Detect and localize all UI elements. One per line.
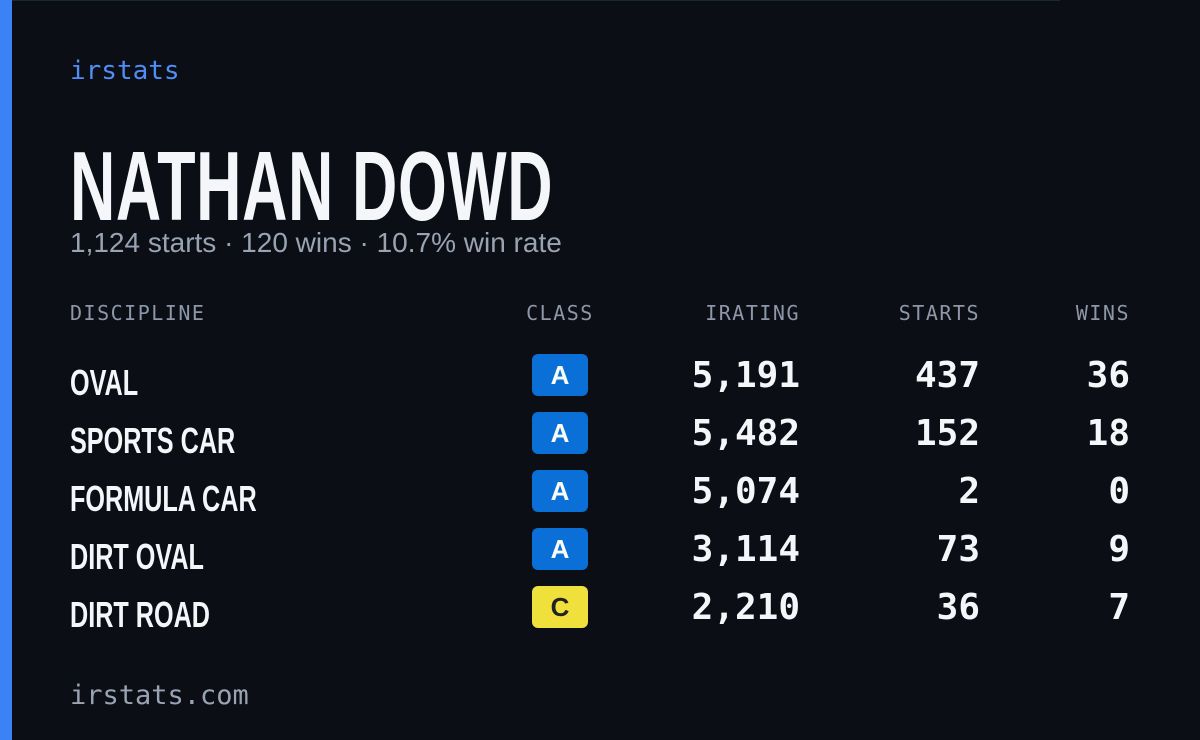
discipline: FORMULA CAR [70,478,257,519]
stat-value: 9 [1108,529,1130,570]
discipline: OVAL [70,362,139,403]
discipline: DIRT ROAD [70,594,210,635]
column-header: STARTS [898,301,980,325]
stat-value: 5,074 [691,471,800,512]
column-header: IRATING [705,301,800,325]
stat-value: 5,482 [691,413,800,454]
stat-value: 73 [936,529,980,570]
column-header: DISCIPLINE [70,301,206,325]
stat-value: 5,191 [691,355,800,396]
column-header: WINS [1075,301,1130,325]
column-header: CLASS [526,301,594,325]
summary: 1,124 starts · 120 wins · 10.7% win rate [70,227,562,258]
stat-value: 437 [914,355,980,396]
class-badge: A [532,354,588,396]
class-badge: A [532,470,588,512]
footer-site: irstats.com [70,680,249,711]
stat-value: 0 [1108,471,1130,512]
stat-value: 18 [1086,413,1130,454]
stat-value: 36 [1086,355,1130,396]
header-rule [0,0,1060,1]
accent-stripe [0,0,12,740]
class-badge: C [532,586,588,628]
brand: irstats [70,56,180,86]
stat-value: 3,114 [691,529,800,570]
stat-value: 2 [958,471,980,512]
stat-value: 152 [914,413,980,454]
discipline: SPORTS CAR [70,420,236,461]
stat-value: 7 [1108,587,1130,628]
class-badge: A [532,528,588,570]
stat-value: 36 [936,587,980,628]
driver-name: NATHAN DOWD [70,131,554,241]
class-badge: A [532,412,588,454]
discipline: DIRT OVAL [70,536,204,577]
stat-value: 2,210 [691,587,800,628]
